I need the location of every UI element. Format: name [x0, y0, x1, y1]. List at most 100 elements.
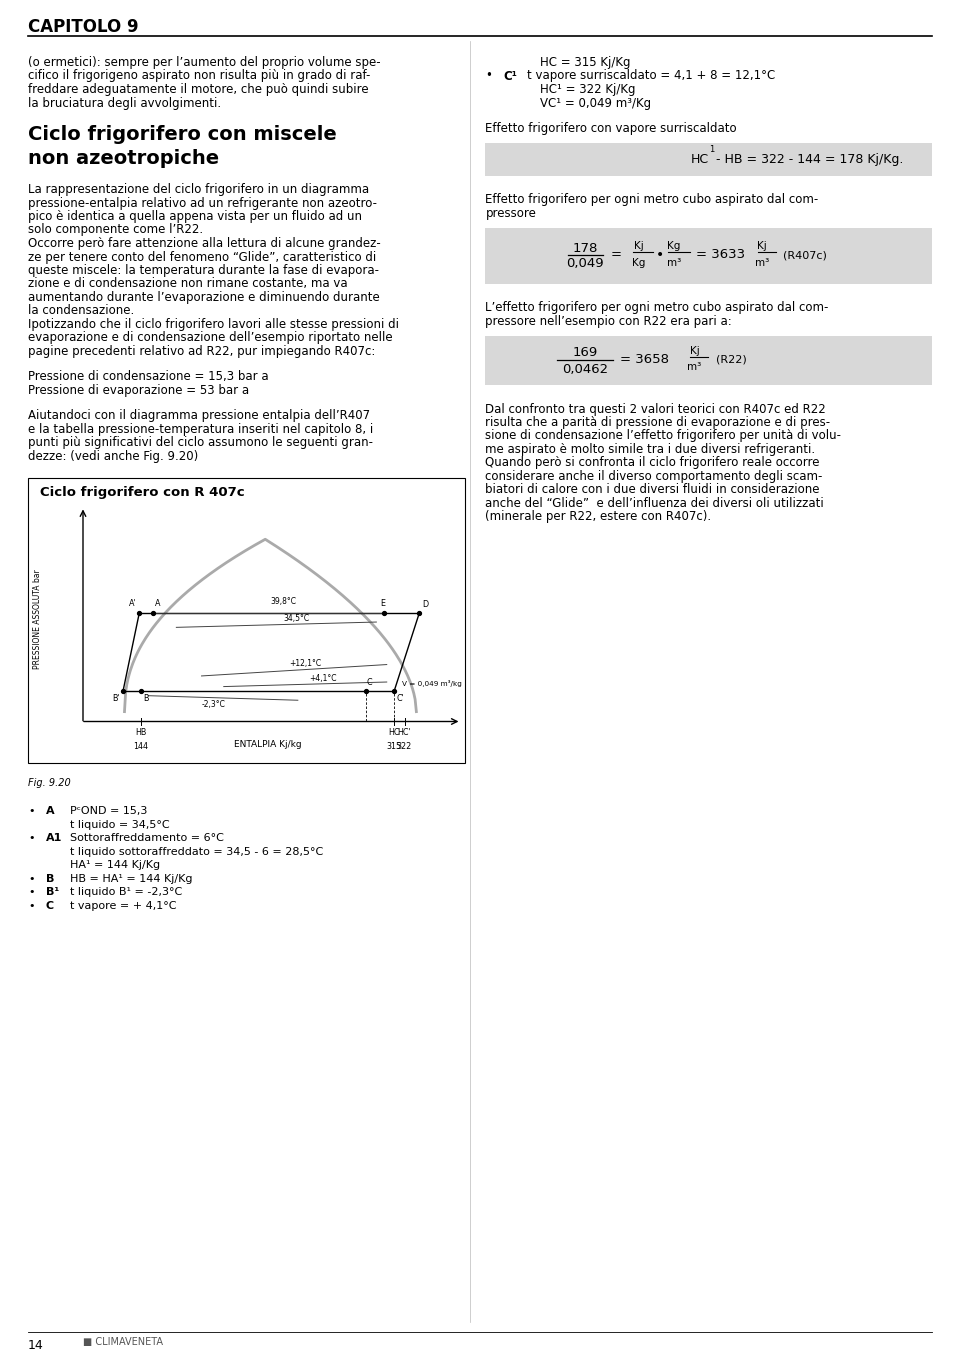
Text: Sottoraffreddamento = 6°C: Sottoraffreddamento = 6°C	[70, 834, 224, 843]
Text: 39,8°C: 39,8°C	[270, 597, 296, 606]
Text: sione di condensazione l’effetto frigorifero per unità di volu-: sione di condensazione l’effetto frigori…	[486, 429, 841, 443]
Text: 178: 178	[573, 242, 598, 256]
Text: considerare anche il diverso comportamento degli scam-: considerare anche il diverso comportamen…	[486, 470, 823, 483]
Text: HA¹ = 144 Kj/Kg: HA¹ = 144 Kj/Kg	[70, 860, 160, 871]
Text: Ciclo frigorifero con miscele: Ciclo frigorifero con miscele	[28, 124, 337, 144]
Text: •: •	[28, 834, 35, 843]
Text: non azeotropiche: non azeotropiche	[28, 149, 219, 168]
Text: HB: HB	[135, 729, 147, 738]
Text: 14: 14	[28, 1340, 44, 1352]
Text: Kj: Kj	[757, 241, 767, 252]
Text: t liquido sottoraffreddato = 34,5 - 6 = 28,5°C: t liquido sottoraffreddato = 34,5 - 6 = …	[70, 848, 324, 857]
Text: t liquido = 34,5°C: t liquido = 34,5°C	[70, 820, 170, 830]
Text: Dal confronto tra questi 2 valori teorici con R407c ed R22: Dal confronto tra questi 2 valori teoric…	[486, 402, 827, 416]
Text: t vapore surriscaldato = 4,1 + 8 = 12,1°C: t vapore surriscaldato = 4,1 + 8 = 12,1°…	[527, 70, 776, 82]
Text: - HB = 322 - 144 = 178 Kj/Kg.: - HB = 322 - 144 = 178 Kj/Kg.	[711, 153, 903, 165]
Text: pagine precedenti relativo ad R22, pur impiegando R407c:: pagine precedenti relativo ad R22, pur i…	[28, 344, 375, 358]
Text: Pressione di evaporazione = 53 bar a: Pressione di evaporazione = 53 bar a	[28, 384, 250, 396]
Text: (o ermetici): sempre per l’aumento del proprio volume spe-: (o ermetici): sempre per l’aumento del p…	[28, 56, 380, 68]
Text: m³: m³	[755, 258, 769, 268]
Text: Kj: Kj	[689, 346, 699, 355]
Text: 34,5°C: 34,5°C	[283, 614, 309, 623]
Text: Ciclo frigorifero con R 407c: Ciclo frigorifero con R 407c	[40, 487, 245, 499]
Text: anche del “Glide”  e dell’influenza dei diversi oli utilizzati: anche del “Glide” e dell’influenza dei d…	[486, 498, 824, 510]
Text: m³: m³	[667, 258, 681, 268]
Text: •: •	[486, 70, 492, 82]
Text: solo componente come l’R22.: solo componente come l’R22.	[28, 223, 204, 236]
Text: evaporazione e di condensazione dell’esempio riportato nelle: evaporazione e di condensazione dell’ese…	[28, 332, 393, 344]
Text: (R407c): (R407c)	[783, 250, 827, 260]
Text: 1: 1	[708, 145, 714, 153]
Text: 322: 322	[396, 742, 412, 752]
Bar	[486, 228, 932, 283]
Text: t vapore = + 4,1°C: t vapore = + 4,1°C	[70, 901, 177, 910]
Text: C: C	[46, 901, 54, 910]
Text: freddare adeguatamente il motore, che può quindi subire: freddare adeguatamente il motore, che pu…	[28, 83, 369, 96]
Text: B: B	[46, 874, 55, 884]
Text: HC = 315 Kj/Kg: HC = 315 Kj/Kg	[540, 56, 631, 68]
Text: HC': HC'	[397, 729, 411, 738]
Text: =: =	[611, 249, 622, 261]
Text: C': C'	[396, 694, 404, 703]
Text: C: C	[367, 678, 372, 688]
Text: PRESSIONE ASSOLUTA bar: PRESSIONE ASSOLUTA bar	[34, 569, 42, 668]
Text: D: D	[422, 600, 428, 608]
Text: pressione-entalpia relativo ad un refrigerante non azeotro-: pressione-entalpia relativo ad un refrig…	[28, 197, 377, 209]
Text: Aiutandoci con il diagramma pressione entalpia dell’R407: Aiutandoci con il diagramma pressione en…	[28, 410, 371, 422]
Text: Fig. 9.20: Fig. 9.20	[28, 778, 71, 789]
Text: La rappresentazione del ciclo frigorifero in un diagramma: La rappresentazione del ciclo frigorifer…	[28, 183, 370, 195]
Text: 169: 169	[573, 346, 598, 360]
Text: la bruciatura degli avvolgimenti.: la bruciatura degli avvolgimenti.	[28, 97, 221, 109]
Text: (minerale per R22, estere con R407c).: (minerale per R22, estere con R407c).	[486, 510, 711, 524]
Text: la condensazione.: la condensazione.	[28, 305, 134, 317]
Text: •: •	[28, 807, 35, 816]
Text: E: E	[380, 599, 385, 608]
Text: Ipotizzando che il ciclo frigorifero lavori alle stesse pressioni di: Ipotizzando che il ciclo frigorifero lav…	[28, 319, 399, 331]
Text: HC: HC	[389, 729, 400, 738]
Text: = 3658: = 3658	[620, 353, 669, 366]
Bar	[28, 478, 466, 764]
Text: e la tabella pressione-temperatura inseriti nel capitolo 8, i: e la tabella pressione-temperatura inser…	[28, 422, 373, 436]
Text: V = 0,049 m³/kg: V = 0,049 m³/kg	[402, 679, 462, 686]
Text: •: •	[28, 874, 35, 884]
Text: = 3633: = 3633	[696, 249, 745, 261]
Text: VC¹ = 0,049 m³/Kg: VC¹ = 0,049 m³/Kg	[540, 97, 652, 109]
Text: ze per tenere conto del fenomeno “Glide”, caratteristico di: ze per tenere conto del fenomeno “Glide”…	[28, 250, 376, 264]
Text: PᶜOND = 15,3: PᶜOND = 15,3	[70, 807, 148, 816]
Text: Kg: Kg	[667, 241, 681, 252]
Text: 315: 315	[387, 742, 401, 752]
Text: (R22): (R22)	[716, 354, 747, 365]
Text: A: A	[46, 807, 55, 816]
Text: aumentando durante l’evaporazione e diminuendo durante: aumentando durante l’evaporazione e dimi…	[28, 291, 380, 303]
Text: me aspirato è molto simile tra i due diversi refrigeranti.: me aspirato è molto simile tra i due div…	[486, 443, 816, 457]
Text: ■ CLIMAVENETA: ■ CLIMAVENETA	[83, 1337, 163, 1346]
Text: •: •	[28, 901, 35, 910]
Text: pressore nell’esempio con R22 era pari a:: pressore nell’esempio con R22 era pari a…	[486, 314, 732, 328]
Text: Effetto frigorifero con vapore surriscaldato: Effetto frigorifero con vapore surriscal…	[486, 122, 737, 135]
Text: A': A'	[129, 599, 136, 608]
Text: risulta che a parità di pressione di evaporazione e di pres-: risulta che a parità di pressione di eva…	[486, 416, 830, 429]
Text: biatori di calore con i due diversi fluidi in considerazione: biatori di calore con i due diversi flui…	[486, 484, 820, 496]
Text: •: •	[28, 887, 35, 898]
Text: CAPITOLO 9: CAPITOLO 9	[28, 18, 138, 36]
Text: zione e di condensazione non rimane costante, ma va: zione e di condensazione non rimane cost…	[28, 278, 348, 291]
Text: •: •	[656, 247, 664, 262]
Text: 0,049: 0,049	[566, 257, 604, 271]
Bar	[486, 144, 932, 175]
Text: A: A	[155, 599, 160, 608]
Text: Kj: Kj	[634, 241, 644, 252]
Text: A1: A1	[46, 834, 62, 843]
Text: pressore: pressore	[486, 206, 537, 220]
Text: +12,1°C: +12,1°C	[289, 659, 321, 667]
Text: Quando però si confronta il ciclo frigorifero reale occorre: Quando però si confronta il ciclo frigor…	[486, 457, 820, 469]
Bar	[486, 336, 932, 384]
Text: pico è identica a quella appena vista per un fluido ad un: pico è identica a quella appena vista pe…	[28, 211, 362, 223]
Text: 144: 144	[133, 742, 148, 752]
Text: 0,0462: 0,0462	[563, 364, 609, 376]
Text: t liquido B¹ = -2,3°C: t liquido B¹ = -2,3°C	[70, 887, 182, 898]
Text: ENTALPIA Kj/kg: ENTALPIA Kj/kg	[234, 741, 302, 749]
Text: HB = HA¹ = 144 Kj/Kg: HB = HA¹ = 144 Kj/Kg	[70, 874, 193, 884]
Text: B': B'	[112, 694, 120, 703]
Text: Effetto frigorifero per ogni metro cubo aspirato dal com-: Effetto frigorifero per ogni metro cubo …	[486, 194, 819, 206]
Text: queste miscele: la temperatura durante la fase di evapora-: queste miscele: la temperatura durante l…	[28, 264, 379, 278]
